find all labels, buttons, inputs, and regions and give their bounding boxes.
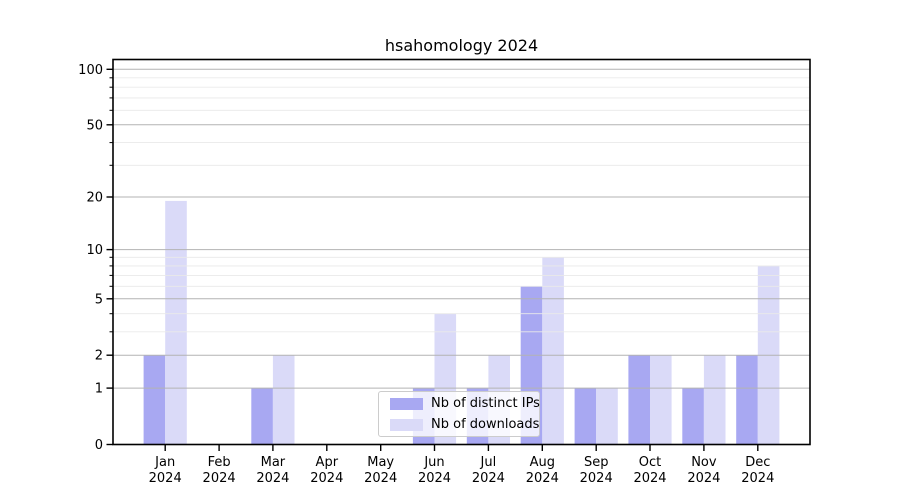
x-tick-label-year-aug: 2024	[526, 471, 559, 486]
bar-sep-downloads	[596, 388, 618, 445]
y-tick-label-0: 0	[95, 438, 103, 453]
x-tick-label-year-nov: 2024	[687, 471, 720, 486]
legend-item-distinct-ips: Nb of distinct IPs	[390, 395, 540, 413]
y-tick-label-1: 1	[95, 382, 103, 397]
legend: Nb of distinct IPs Nb of downloads	[378, 391, 540, 437]
legend-label-distinct-ips: Nb of distinct IPs	[431, 396, 540, 411]
bar-oct-distinct-ips	[628, 355, 650, 445]
legend-item-downloads: Nb of downloads	[390, 416, 539, 434]
y-tick-label-50: 50	[86, 118, 103, 133]
bar-dec-distinct-ips	[736, 355, 758, 445]
axes-spines	[112, 58, 811, 446]
gridlines-minor	[113, 77, 810, 333]
bar-oct-downloads	[650, 355, 672, 445]
x-tick-label-year-jun: 2024	[418, 471, 451, 486]
x-tick-label-month-apr: Apr	[316, 455, 339, 470]
y-tick-label-10: 10	[86, 243, 103, 258]
bar-sep-distinct-ips	[574, 388, 597, 445]
x-tick-label-month-jul: Jul	[480, 455, 497, 470]
x-tick-label-year-jan: 2024	[149, 471, 182, 486]
x-tick-label-month-sep: Sep	[584, 455, 609, 470]
x-axis-labels: Jan2024Feb2024Mar2024Apr2024May2024Jun20…	[149, 455, 775, 486]
x-tick-label-month-aug: Aug	[530, 455, 555, 470]
legend-swatch-downloads	[390, 418, 423, 431]
x-tick-label-year-jul: 2024	[472, 471, 505, 486]
x-axis-ticks	[164, 444, 759, 451]
bar-jan-downloads	[165, 200, 187, 445]
bar-jan-distinct-ips	[143, 355, 166, 445]
x-tick-label-year-sep: 2024	[580, 471, 613, 486]
x-tick-label-month-nov: Nov	[691, 455, 717, 470]
y-axis-ticks	[106, 68, 113, 446]
y-tick-label-2: 2	[95, 349, 103, 364]
gridlines-major	[113, 68, 810, 389]
bar-nov-downloads	[703, 355, 726, 445]
bar-aug-downloads	[542, 257, 564, 445]
legend-label-downloads: Nb of downloads	[431, 417, 540, 432]
x-tick-label-year-dec: 2024	[741, 471, 774, 486]
chart-title: hsahomology 2024	[384, 36, 539, 55]
y-tick-label-5: 5	[95, 292, 103, 307]
y-axis-minor-ticks	[109, 77, 113, 333]
x-tick-label-year-oct: 2024	[633, 471, 666, 486]
y-axis-labels: 0 1 2 5 10 20 50 100	[78, 63, 103, 453]
x-tick-label-month-dec: Dec	[745, 455, 770, 470]
y-tick-label-100: 100	[78, 63, 103, 78]
bar-mar-downloads	[272, 355, 295, 445]
x-tick-label-year-apr: 2024	[310, 471, 343, 486]
legend-swatch-distinct-ips	[390, 397, 423, 410]
x-tick-label-year-mar: 2024	[256, 471, 289, 486]
bar-nov-distinct-ips	[682, 388, 704, 445]
x-tick-label-month-may: May	[367, 455, 394, 470]
x-tick-label-month-oct: Oct	[639, 455, 661, 470]
y-tick-label-20: 20	[86, 191, 103, 206]
x-tick-label-month-mar: Mar	[261, 455, 286, 470]
x-tick-label-month-jun: Jun	[423, 455, 444, 470]
bar-mar-distinct-ips	[251, 388, 273, 445]
x-tick-label-year-feb: 2024	[203, 471, 236, 486]
x-tick-label-month-feb: Feb	[208, 455, 231, 470]
x-tick-label-year-may: 2024	[364, 471, 397, 486]
x-tick-label-month-jan: Jan	[154, 455, 175, 470]
